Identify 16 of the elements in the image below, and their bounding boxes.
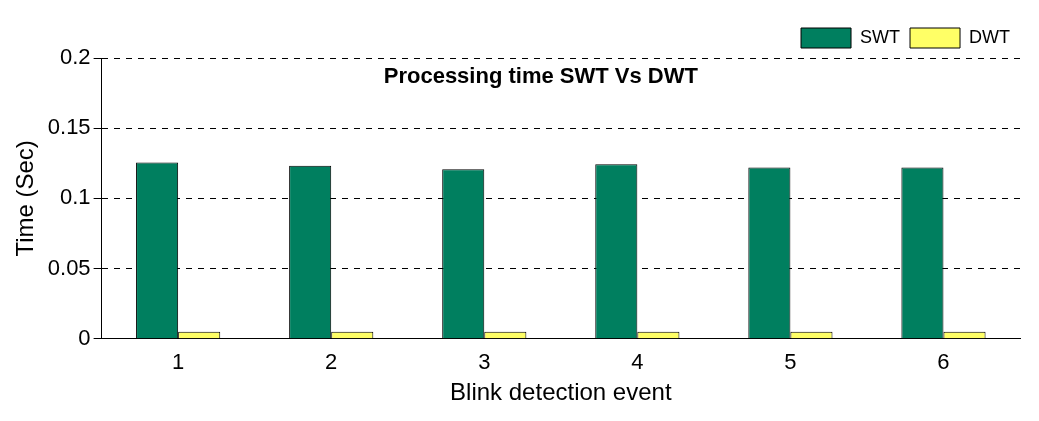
x-tick-label: 2 [325, 349, 338, 375]
x-tick-label: 4 [631, 349, 644, 375]
x-tick-label: 6 [937, 349, 950, 375]
y-tick-label: 0.15 [47, 114, 91, 140]
legend-label: DWT [969, 26, 1010, 47]
x-tick-label: 1 [172, 349, 185, 375]
x-axis-title: Blink detection event [450, 378, 672, 406]
y-tick-label: 0.05 [47, 254, 91, 280]
y-tick-label: 0.1 [60, 184, 91, 210]
x-tick-label: 5 [784, 349, 797, 375]
chart-title: Processing time SWT Vs DWT [383, 63, 699, 89]
x-tick-label: 3 [478, 349, 491, 375]
legend-label: SWT [860, 26, 901, 47]
y-tick-label: 0.2 [60, 44, 91, 70]
y-tick-label: 0 [78, 324, 91, 350]
y-axis-title: Time (Sec) [11, 140, 39, 257]
